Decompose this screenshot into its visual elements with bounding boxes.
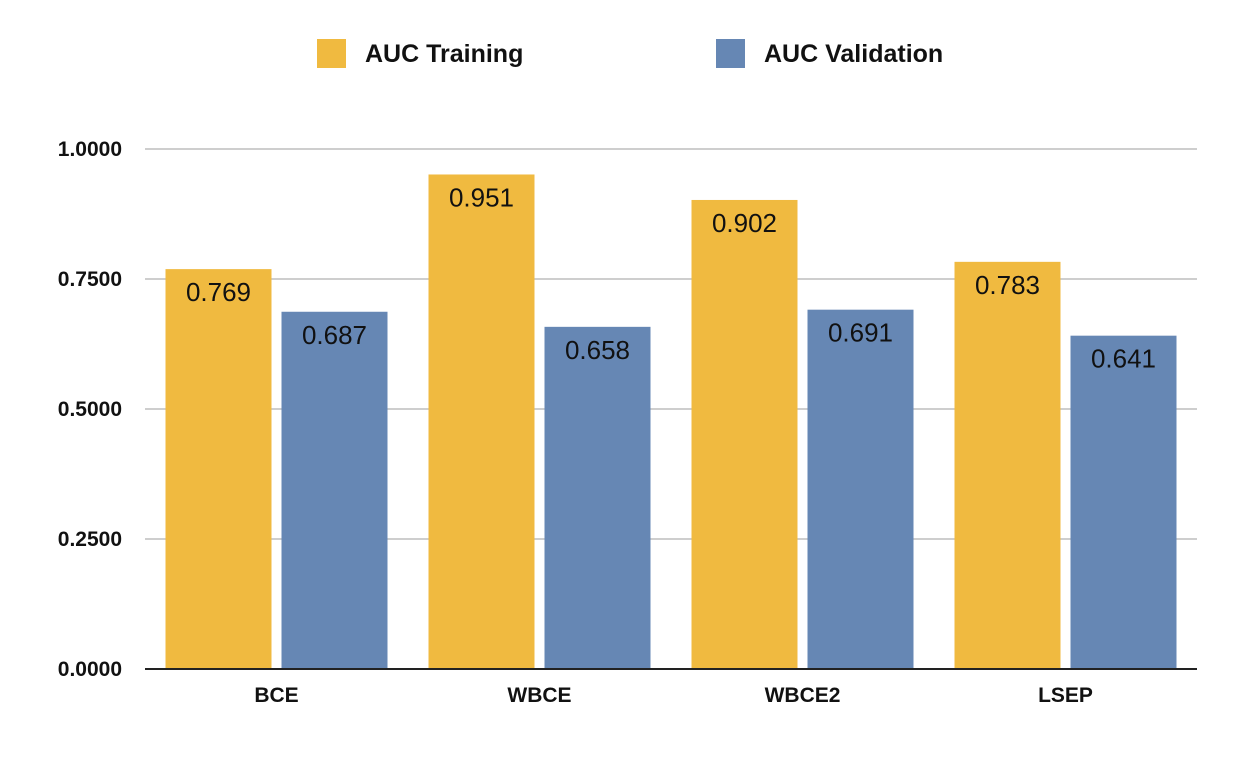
legend-label: AUC Training	[365, 40, 523, 68]
bar	[954, 261, 1061, 669]
data-label: 0.951	[449, 182, 514, 212]
data-label: 0.769	[186, 277, 251, 307]
bars: 0.769 0.687 0.951 0.658 0.902 0.691 0.783 0.641	[165, 174, 1177, 670]
y-tick-label: 0.0000	[58, 658, 122, 681]
y-tick-label: 0.7500	[58, 268, 122, 291]
data-label: 0.641	[1091, 344, 1156, 374]
data-label: 0.658	[565, 335, 630, 365]
data-label: 0.783	[975, 270, 1040, 300]
legend-swatch	[716, 39, 745, 68]
y-tick-label: 1.0000	[58, 138, 122, 161]
data-label: 0.687	[302, 320, 367, 350]
bar	[281, 311, 388, 669]
legend-swatch	[317, 39, 346, 68]
bar	[428, 174, 535, 670]
legend: AUC Training AUC Validation	[317, 39, 943, 68]
bar	[544, 326, 651, 669]
data-label: 0.691	[828, 318, 893, 348]
x-tick-label: WBCE	[507, 684, 571, 707]
legend-label: AUC Validation	[764, 40, 943, 68]
axes: 0.0000 0.2500 0.5000 0.7500 1.0000 BCE WBCE WBC…	[58, 138, 1197, 707]
y-tick-label: 0.2500	[58, 528, 122, 551]
bar	[165, 269, 272, 669]
x-tick-label: WBCE2	[765, 684, 841, 707]
y-tick-label: 0.5000	[58, 398, 122, 421]
bar	[807, 309, 914, 669]
data-label: 0.902	[712, 208, 777, 238]
bar	[691, 199, 798, 669]
x-tick-label: BCE	[254, 684, 298, 707]
bar	[1070, 335, 1177, 669]
x-tick-label: LSEP	[1038, 684, 1093, 707]
